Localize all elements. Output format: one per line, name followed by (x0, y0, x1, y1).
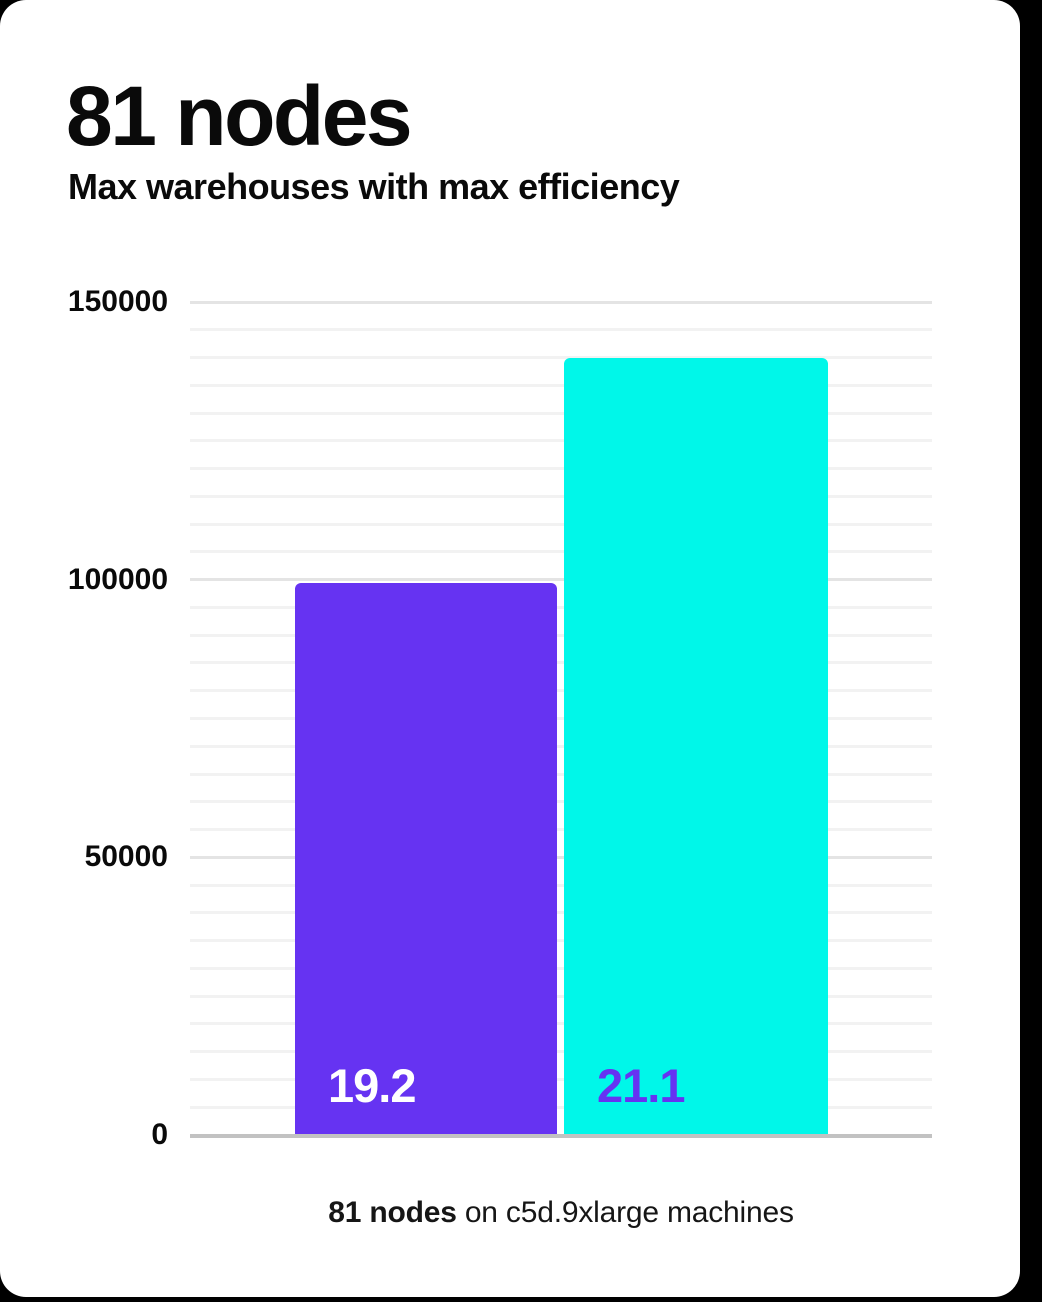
gridline-minor (190, 550, 932, 554)
gridline-minor (190, 744, 932, 748)
gridline-minor (190, 1050, 932, 1054)
gridline-minor (190, 966, 932, 970)
bar-value-label: 19.2 (328, 1059, 416, 1112)
gridline-minor (190, 411, 932, 415)
gridline-minor (190, 439, 932, 443)
y-axis-tick-label: 50000 (84, 840, 168, 874)
gridline-minor (190, 689, 932, 693)
gridline-minor (190, 661, 932, 665)
gridline-minor (190, 772, 932, 776)
gridline-major (190, 855, 932, 859)
page-subtitle: Max warehouses with max efficiency (68, 166, 680, 207)
bar-19.2: 19.2 (295, 583, 557, 1135)
gridline-minor (190, 828, 932, 832)
gridline-minor (190, 717, 932, 720)
gridline-minor (190, 883, 932, 887)
y-axis-tick-label: 100000 (67, 562, 168, 596)
y-axis-tick-labels: 0 50000 100000 150000 (0, 285, 168, 1151)
bar-value-label: 21.1 (597, 1059, 685, 1112)
chart-caption: 81 nodes on c5d.9xlarge machines (190, 1196, 932, 1230)
gridline-minor (190, 356, 932, 360)
gridline-major (190, 578, 932, 582)
chart-plot-area: 19.2 21.1 (190, 300, 932, 1138)
gridline-minor (190, 605, 932, 609)
caption-regular-text: on c5d.9xlarge machines (456, 1196, 794, 1229)
gridline-minor (190, 467, 932, 471)
gridline-minor (190, 1077, 932, 1081)
gridline-minor (190, 994, 932, 998)
gridline-minor (190, 494, 932, 498)
caption-bold-text: 81 nodes (328, 1196, 457, 1229)
gridline-minor (190, 800, 932, 804)
gridline-minor (190, 1022, 932, 1026)
gridline-minor (190, 1105, 932, 1109)
x-axis-line (190, 1134, 932, 1138)
gridline-major (190, 300, 932, 304)
gridline-minor (190, 633, 932, 637)
gridline-minor (190, 939, 932, 943)
y-axis-tick-label: 150000 (67, 285, 168, 318)
bar-21.1: 21.1 (564, 358, 828, 1135)
gridline-minor (190, 328, 932, 332)
y-axis-tick-label: 0 (151, 1118, 168, 1151)
page-title: 81 nodes (66, 69, 413, 163)
gridline-minor (190, 383, 932, 387)
infographic-card: 81 nodes Max warehouses with max efficie… (0, 0, 1020, 1297)
gridline-minor (190, 522, 932, 526)
gridline-minor (190, 911, 932, 915)
